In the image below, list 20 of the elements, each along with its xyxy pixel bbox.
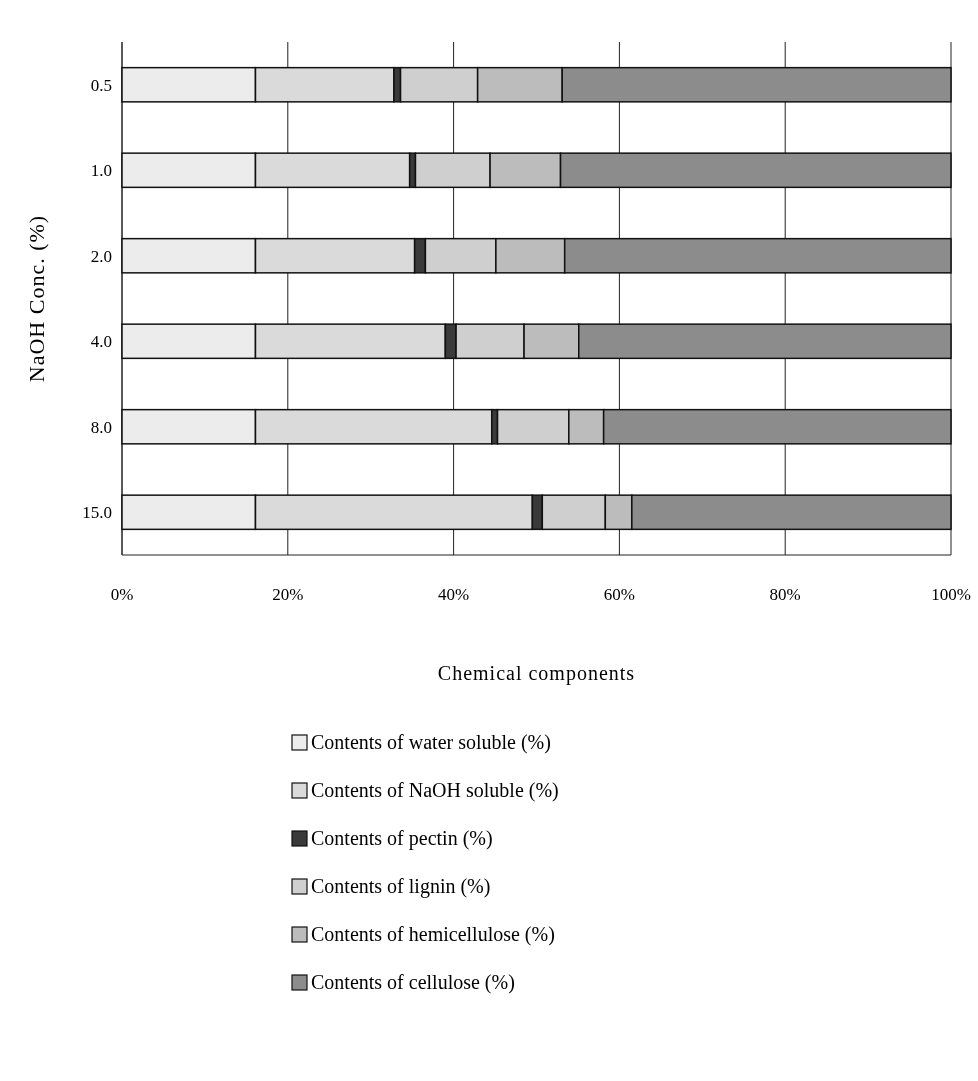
y-axis-title: NaOH Conc. (%)	[24, 214, 49, 383]
x-tick-label: 0%	[110, 585, 134, 604]
x-axis-title: Chemical components	[437, 662, 636, 685]
legend-label: Contents of hemicellulose (%)	[311, 923, 555, 946]
legend-label: Contents of pectin (%)	[311, 827, 493, 850]
y-tick-label: 15.0	[82, 503, 112, 523]
y-tick-label: 4.0	[90, 332, 112, 352]
y-tick-label: 8.0	[90, 417, 112, 437]
legend-label: Contents of water soluble (%)	[311, 731, 551, 754]
legend-label: Contents of NaOH soluble (%)	[311, 779, 559, 802]
x-tick-label: 60%	[603, 585, 635, 604]
x-tick-label: 40%	[438, 585, 470, 604]
x-tick-label: 20%	[272, 585, 304, 604]
legend-label: Contents of lignin (%)	[311, 875, 491, 898]
x-tick-label: 100%	[931, 585, 971, 604]
legend-label: Contents of cellulose (%)	[311, 971, 515, 994]
y-tick-label: 0.5	[90, 75, 112, 95]
y-tick-label: 1.0	[90, 161, 112, 181]
y-tick-label: 2.0	[90, 246, 112, 266]
x-tick-label: 80%	[769, 585, 801, 604]
